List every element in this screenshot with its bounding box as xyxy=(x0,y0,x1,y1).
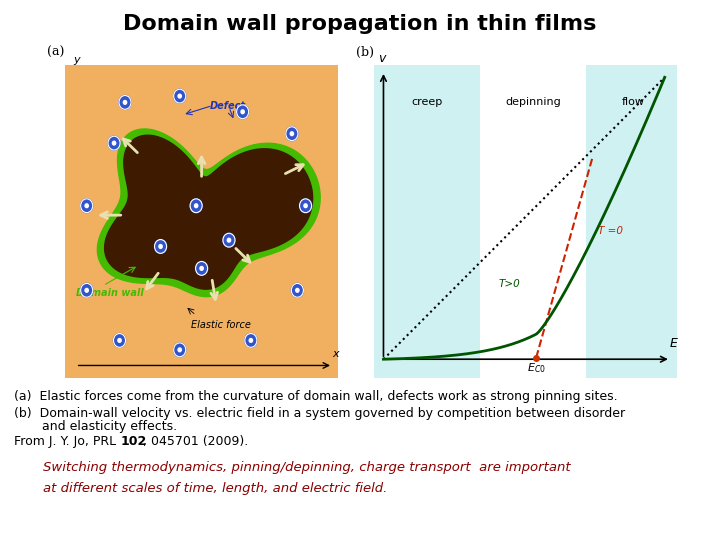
Circle shape xyxy=(190,199,202,213)
Circle shape xyxy=(237,105,248,119)
Circle shape xyxy=(178,94,181,98)
Circle shape xyxy=(174,343,186,357)
Circle shape xyxy=(174,89,186,103)
Circle shape xyxy=(114,334,125,347)
Circle shape xyxy=(300,199,312,213)
Text: x: x xyxy=(333,349,339,359)
Circle shape xyxy=(200,267,203,270)
Circle shape xyxy=(85,288,89,292)
Circle shape xyxy=(108,136,120,150)
Text: Elastic force: Elastic force xyxy=(191,320,251,330)
Text: E: E xyxy=(670,337,678,350)
Text: $E_{C0}$: $E_{C0}$ xyxy=(527,361,546,375)
Circle shape xyxy=(292,284,303,297)
Circle shape xyxy=(286,127,298,140)
Text: and elasticity effects.: and elasticity effects. xyxy=(14,420,178,433)
Text: T>0: T>0 xyxy=(498,279,520,289)
Circle shape xyxy=(249,339,253,342)
Text: From J. Y. Jo, PRL: From J. Y. Jo, PRL xyxy=(14,435,120,448)
Polygon shape xyxy=(104,135,312,289)
Text: depinning: depinning xyxy=(505,97,561,107)
Bar xyxy=(374,65,480,378)
Circle shape xyxy=(290,132,294,136)
Circle shape xyxy=(81,284,93,297)
Circle shape xyxy=(118,339,121,342)
Text: Defect: Defect xyxy=(210,100,246,111)
Circle shape xyxy=(159,245,162,248)
Text: flow: flow xyxy=(621,97,644,107)
Text: v: v xyxy=(378,52,385,65)
Text: creep: creep xyxy=(412,97,443,107)
Text: Domain wall: Domain wall xyxy=(76,288,143,299)
Circle shape xyxy=(241,110,244,113)
Circle shape xyxy=(123,100,127,104)
Text: 102: 102 xyxy=(121,435,147,448)
Circle shape xyxy=(296,288,299,292)
Text: at different scales of time, length, and electric field.: at different scales of time, length, and… xyxy=(43,482,387,495)
Circle shape xyxy=(228,238,230,242)
Circle shape xyxy=(196,261,207,275)
Text: Switching thermodynamics, pinning/depinning, charge transport  are important: Switching thermodynamics, pinning/depinn… xyxy=(43,461,571,474)
Text: y: y xyxy=(73,56,80,65)
Circle shape xyxy=(85,204,89,207)
Circle shape xyxy=(112,141,116,145)
Circle shape xyxy=(119,96,131,109)
Circle shape xyxy=(304,204,307,207)
Bar xyxy=(586,65,677,378)
Circle shape xyxy=(194,204,198,207)
Circle shape xyxy=(81,199,93,213)
Circle shape xyxy=(178,348,181,352)
Circle shape xyxy=(245,334,257,347)
Circle shape xyxy=(223,233,235,247)
Polygon shape xyxy=(97,129,320,296)
Circle shape xyxy=(155,240,166,253)
Text: Domain wall propagation in thin films: Domain wall propagation in thin films xyxy=(123,14,597,35)
Text: , 045701 (2009).: , 045701 (2009). xyxy=(143,435,248,448)
Text: (b): (b) xyxy=(356,46,374,59)
Text: T =0: T =0 xyxy=(598,226,624,236)
Text: (b)  Domain-wall velocity vs. electric field in a system governed by competition: (b) Domain-wall velocity vs. electric fi… xyxy=(14,407,626,420)
Text: (a): (a) xyxy=(47,46,64,59)
Text: (a)  Elastic forces come from the curvature of domain wall, defects work as stro: (a) Elastic forces come from the curvatu… xyxy=(14,390,618,403)
